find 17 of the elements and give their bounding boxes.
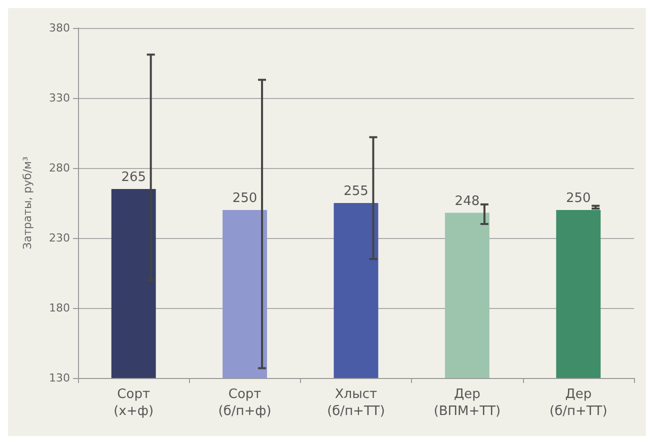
data-label: 248 [454,194,480,209]
y-tick-label: 380 [49,22,70,34]
data-label: 250 [566,191,591,206]
y-axis-title: Затраты, руб/м³ [21,156,34,250]
x-tick-label: Дер (ВПМ+ТТ) [434,387,501,419]
data-label: 265 [121,170,146,185]
y-tick-label: 330 [49,92,70,104]
data-label: 255 [344,184,368,199]
x-tick-label: Сорт (х+ф) [114,387,154,419]
y-tick-label: 180 [49,302,70,314]
y-tick-label: 280 [49,162,70,174]
x-tick-label: Сорт (б/п+ф) [218,387,272,419]
y-tick-label: 130 [49,372,70,384]
data-label: 250 [232,191,258,206]
x-tick-label: Хлыст (б/п+ТТ) [327,387,385,419]
x-tick-label: Дер (б/п+ТТ) [549,387,608,419]
y-tick-label: 230 [49,232,70,244]
